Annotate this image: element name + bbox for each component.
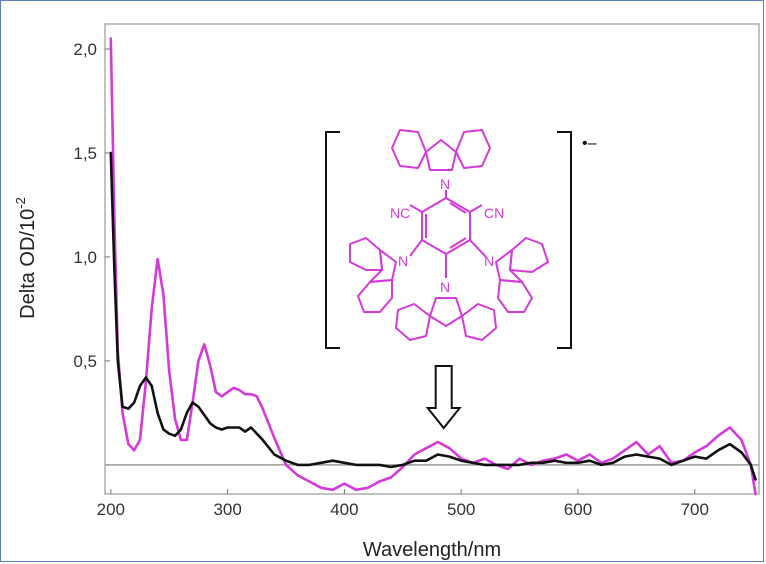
x-axis-title: Wavelength/nm	[363, 539, 501, 561]
x-tick-label: 400	[330, 500, 358, 519]
carbazole-top	[391, 129, 491, 171]
right-bracket	[557, 131, 572, 349]
nitrogen-right-label: N	[484, 253, 494, 269]
y-tick-label: 1,5	[73, 144, 97, 163]
y-axis-title-exponent: -2	[13, 197, 28, 209]
nitrogen-top-label: N	[440, 176, 450, 192]
nitrogen-bottom-label: N	[440, 279, 450, 295]
plot-area	[104, 23, 760, 495]
series-line-magenta	[109, 37, 757, 496]
radical-anion-charge: •–	[582, 135, 597, 152]
down-arrow-icon	[425, 365, 462, 430]
nitrile-left-label: NC	[390, 205, 410, 221]
y-tick-label: 0,5	[73, 352, 97, 371]
molecule-inset: •– NC CN N N N N	[325, 129, 597, 349]
x-tick-label: 300	[213, 500, 241, 519]
x-tick-label: 700	[681, 500, 709, 519]
x-tick-label: 600	[564, 500, 592, 519]
y-axis-title-main: Delta OD/10	[17, 209, 39, 319]
carbazole-bottom	[395, 297, 497, 341]
x-tick-label: 200	[97, 500, 125, 519]
nitrile-right-label: CN	[484, 205, 504, 221]
y-axis-title: Delta OD/10-2	[13, 197, 39, 319]
left-bracket	[325, 131, 340, 349]
carbazole-left	[349, 237, 397, 313]
carbazole-right	[495, 237, 549, 313]
nitrogen-left-label: N	[398, 253, 408, 269]
y-tick-label: 1,0	[73, 248, 97, 267]
x-tick-label: 500	[447, 500, 475, 519]
series-line-black	[109, 151, 757, 481]
y-tick-label: 2,0	[73, 40, 97, 59]
